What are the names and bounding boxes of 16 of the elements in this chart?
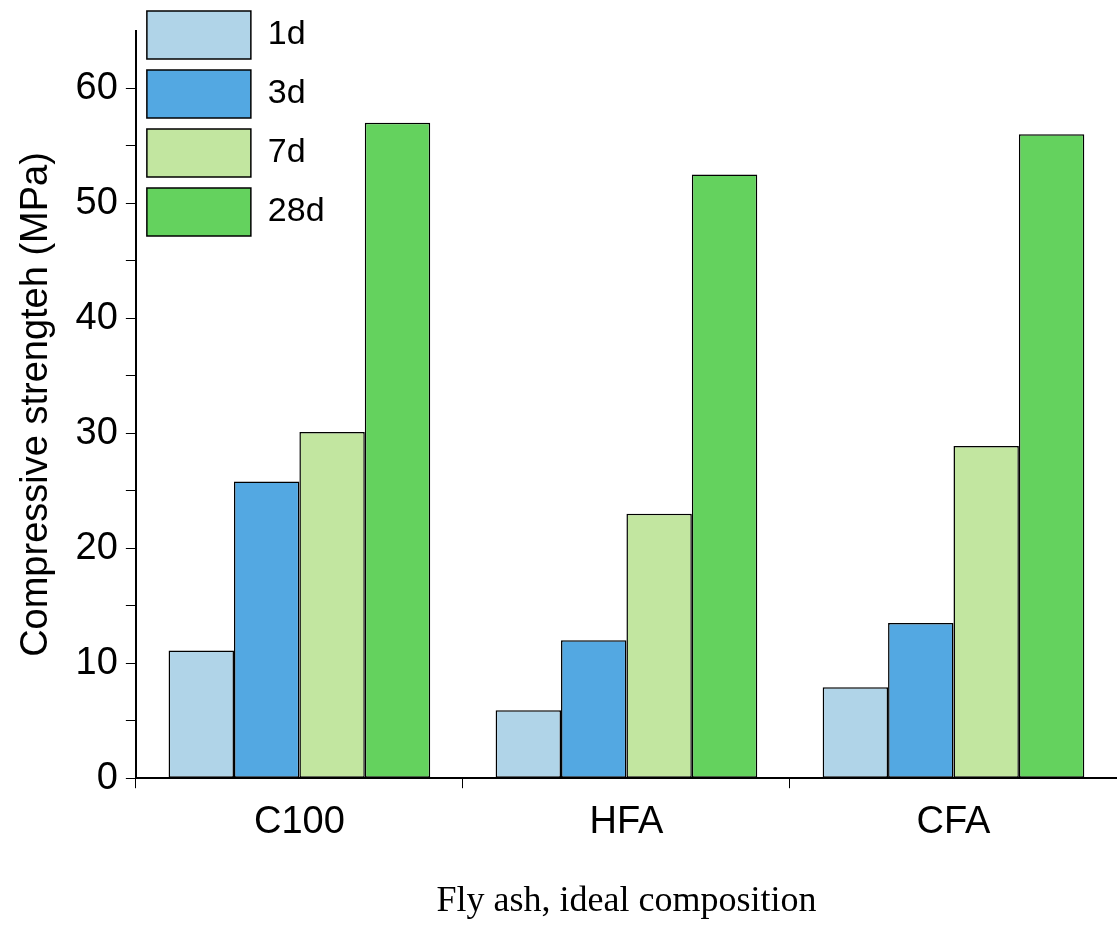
y-tick-label: 10 <box>75 639 118 682</box>
y-tick-label: 40 <box>75 294 118 337</box>
x-tick-label: CFA <box>916 799 992 842</box>
y-tick-label: 60 <box>75 64 118 107</box>
y-axis-title: Compressive strengteh (MPa) <box>13 152 56 657</box>
x-tick-label: C100 <box>253 799 345 842</box>
y-tick-label: 20 <box>75 524 118 567</box>
legend-label: 7d <box>267 131 306 170</box>
legend-label: 3d <box>267 72 306 111</box>
x-tick-label: HFA <box>589 799 665 842</box>
x-axis-title: Fly ash, ideal composition <box>436 878 817 919</box>
legend-label: 28d <box>267 190 325 229</box>
y-tick-label: 30 <box>75 409 118 452</box>
legend-label: 1d <box>267 13 306 52</box>
y-tick-label: 50 <box>75 179 118 222</box>
y-tick-label: 0 <box>96 754 118 797</box>
